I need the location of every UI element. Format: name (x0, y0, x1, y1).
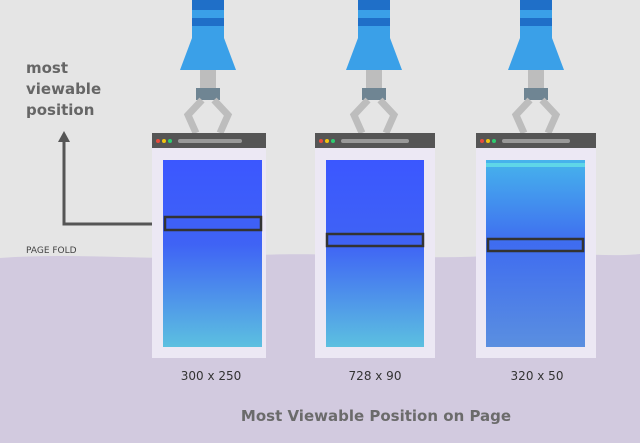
device-label: 300 x 250 (181, 369, 242, 383)
arrowhead (58, 131, 70, 142)
device: 320 x 50 (476, 133, 596, 383)
device: 728 x 90 (315, 133, 435, 383)
annotation: position (26, 101, 94, 119)
device: 300 x 250 (152, 133, 266, 383)
fold-label: PAGE FOLD (26, 246, 77, 256)
caption: Most Viewable Position on Page (241, 407, 511, 425)
device-label: 728 x 90 (349, 369, 402, 383)
annotation: most (26, 59, 68, 77)
device-label: 320 x 50 (511, 369, 564, 383)
annotation: viewable (26, 80, 101, 98)
arrow (62, 140, 165, 226)
